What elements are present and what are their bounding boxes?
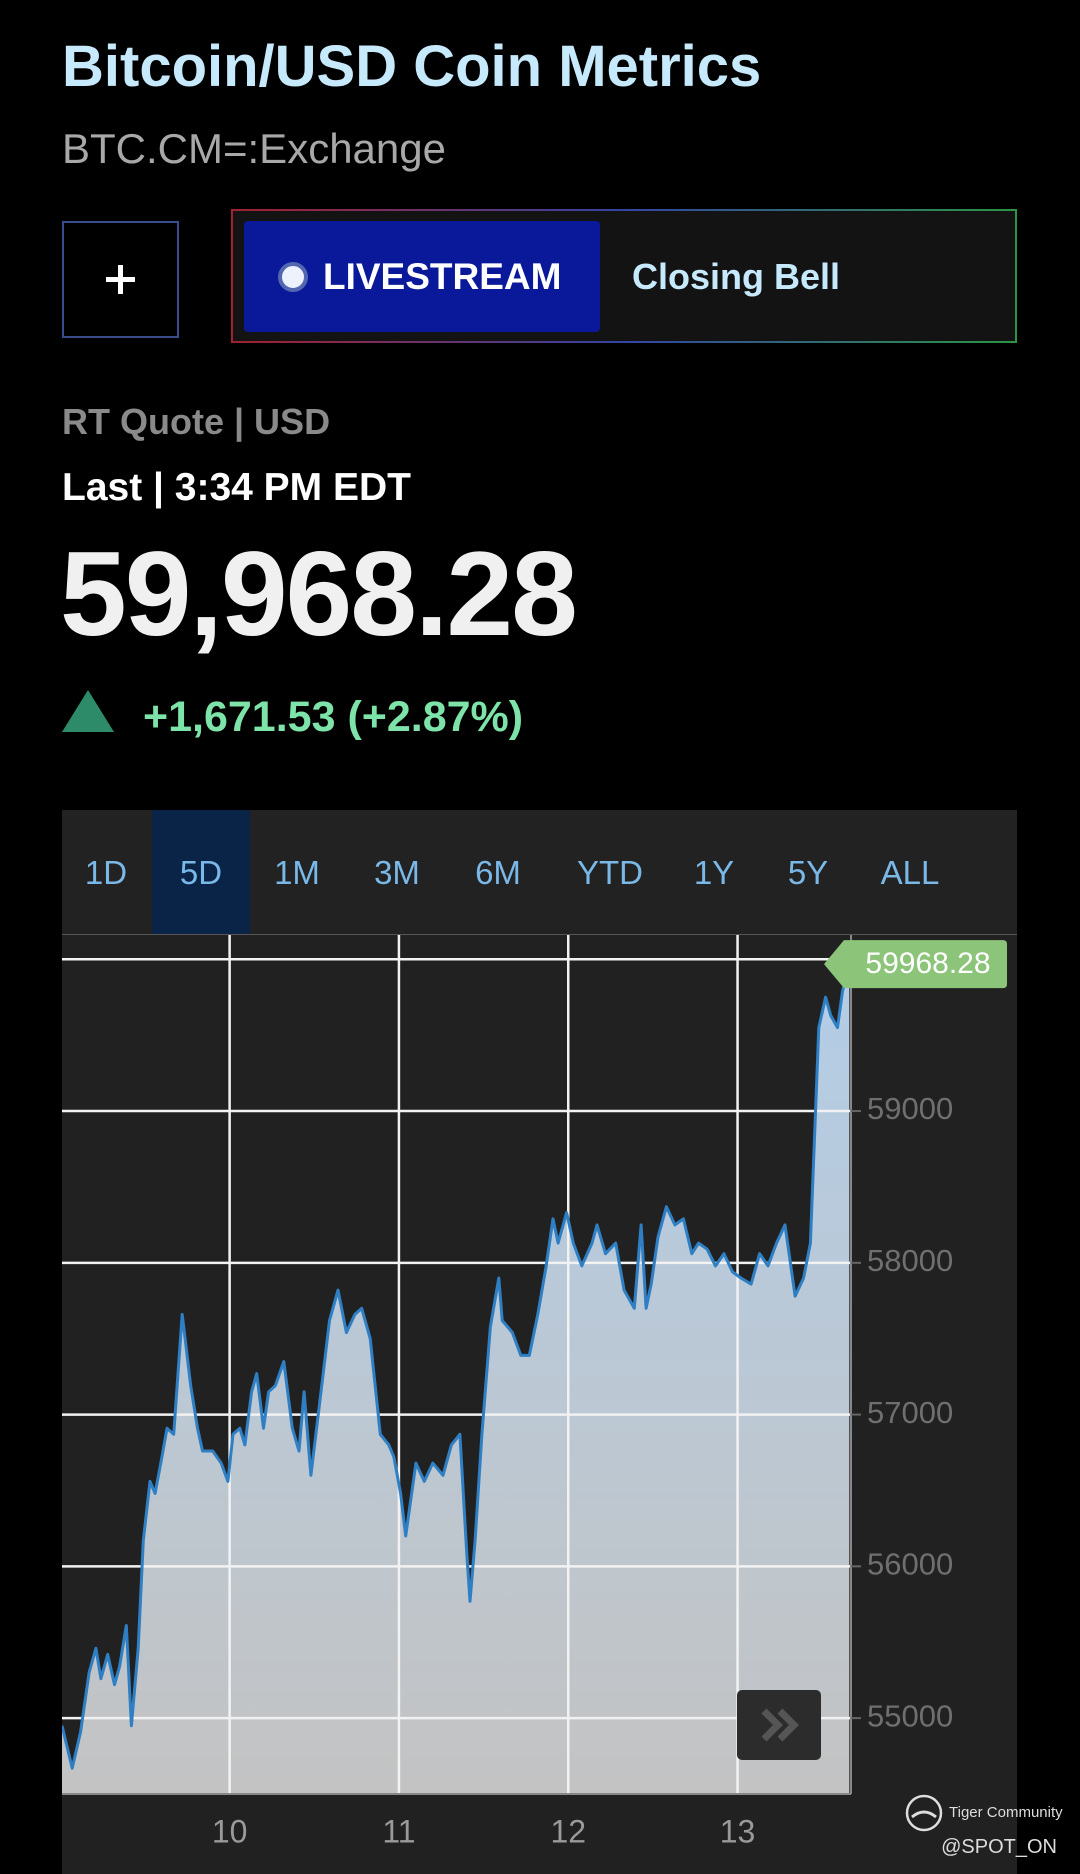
watermark-brand: Tiger Community [949,1804,1063,1821]
range-tab[interactable]: 6M [475,854,521,891]
add-button[interactable] [62,221,179,338]
y-tick-label: 58000 [867,1243,953,1278]
y-tick-label: 55000 [867,1698,953,1733]
price-change: +1,671.53 (+2.87%) [143,693,524,741]
last-price-label: 59968.28 [865,947,990,980]
watermark-user: @SPOT_ON [941,1836,1057,1858]
up-arrow [62,690,114,732]
program-link[interactable]: Closing Bell [632,256,841,297]
range-tab[interactable]: 3M [374,854,420,891]
range-tab[interactable]: 1D [84,854,128,891]
range-tabs: 1D 5D 1M 3M 6M YTD 1Y 5Y ALL [62,810,1017,935]
price: 59,968.28 [60,527,578,661]
x-tick-label: 13 [720,1813,756,1849]
x-tick-label: 10 [212,1813,248,1849]
live-dot [278,262,308,292]
x-tick-label: 12 [550,1813,586,1849]
subtitle: BTC.CM=:Exchange [62,125,446,172]
y-tick-label: 57000 [867,1395,953,1430]
tab-selected [152,810,250,934]
watermark-logo [905,1794,943,1832]
quote-source: RT Quote | USD [62,401,331,442]
range-tab[interactable]: 1M [274,854,320,891]
y-tick-label: 59000 [867,1091,953,1126]
quote-time: Last | 3:34 PM EDT [62,466,412,509]
range-tab[interactable]: YTD [577,854,643,891]
plus-icon [106,265,135,294]
last-price-tag [824,940,1007,989]
range-tab[interactable]: ALL [880,854,940,891]
area-fill [62,964,850,1794]
range-tab[interactable]: 5Y [787,854,829,891]
range-tab[interactable]: 1Y [693,854,735,891]
title: Bitcoin/USD Coin Metrics [62,34,762,99]
y-tick-label: 56000 [867,1547,953,1582]
scroll-button[interactable] [737,1690,821,1760]
range-tab[interactable]: 5D [179,854,223,891]
livestream-label: LIVESTREAM [323,256,562,297]
price-line [62,963,851,1770]
livestream-button[interactable]: LIVESTREAM [244,221,600,332]
x-tick-label: 11 [382,1813,415,1849]
